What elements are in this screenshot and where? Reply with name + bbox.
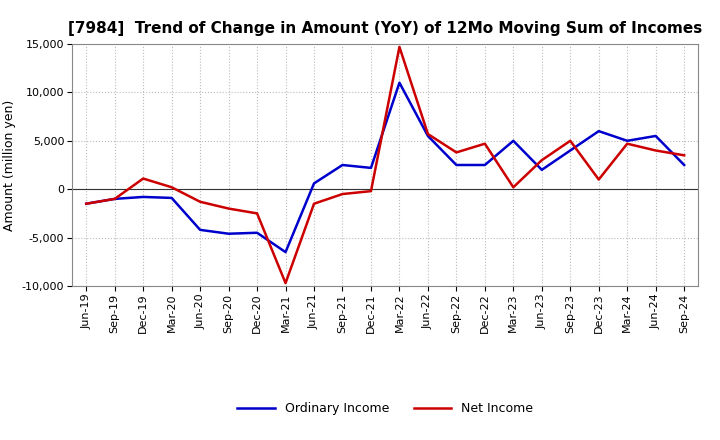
Net Income: [452, 150, 461, 155]
Net Income: [310, 201, 318, 206]
Ordinary Income: [623, 138, 631, 143]
Net Income: [680, 153, 688, 158]
Net Income: [537, 158, 546, 163]
Ordinary Income: [167, 195, 176, 201]
Ordinary Income: [566, 148, 575, 153]
Y-axis label: Amount (million yen): Amount (million yen): [4, 99, 17, 231]
Ordinary Income: [282, 249, 290, 255]
Net Income: [253, 211, 261, 216]
Net Income: [623, 141, 631, 147]
Net Income: [110, 196, 119, 202]
Ordinary Income: [595, 128, 603, 134]
Net Income: [196, 199, 204, 205]
Ordinary Income: [480, 162, 489, 168]
Net Income: [82, 201, 91, 206]
Ordinary Income: [423, 133, 432, 139]
Ordinary Income: [139, 194, 148, 200]
Ordinary Income: [652, 133, 660, 139]
Net Income: [395, 44, 404, 50]
Ordinary Income: [509, 138, 518, 143]
Ordinary Income: [366, 165, 375, 171]
Net Income: [480, 141, 489, 147]
Net Income: [566, 138, 575, 143]
Net Income: [139, 176, 148, 181]
Net Income: [338, 191, 347, 197]
Ordinary Income: [82, 201, 91, 206]
Ordinary Income: [395, 80, 404, 85]
Ordinary Income: [253, 230, 261, 235]
Net Income: [595, 177, 603, 182]
Ordinary Income: [537, 167, 546, 172]
Ordinary Income: [310, 181, 318, 186]
Net Income: [366, 188, 375, 194]
Ordinary Income: [110, 196, 119, 202]
Net Income: [225, 206, 233, 211]
Ordinary Income: [196, 227, 204, 232]
Line: Net Income: Net Income: [86, 47, 684, 283]
Ordinary Income: [680, 162, 688, 168]
Net Income: [423, 132, 432, 137]
Net Income: [652, 148, 660, 153]
Ordinary Income: [225, 231, 233, 236]
Net Income: [167, 185, 176, 190]
Title: [7984]  Trend of Change in Amount (YoY) of 12Mo Moving Sum of Incomes: [7984] Trend of Change in Amount (YoY) o…: [68, 21, 702, 36]
Legend: Ordinary Income, Net Income: Ordinary Income, Net Income: [232, 397, 539, 420]
Net Income: [509, 185, 518, 190]
Net Income: [282, 280, 290, 286]
Line: Ordinary Income: Ordinary Income: [86, 83, 684, 252]
Ordinary Income: [452, 162, 461, 168]
Ordinary Income: [338, 162, 347, 168]
